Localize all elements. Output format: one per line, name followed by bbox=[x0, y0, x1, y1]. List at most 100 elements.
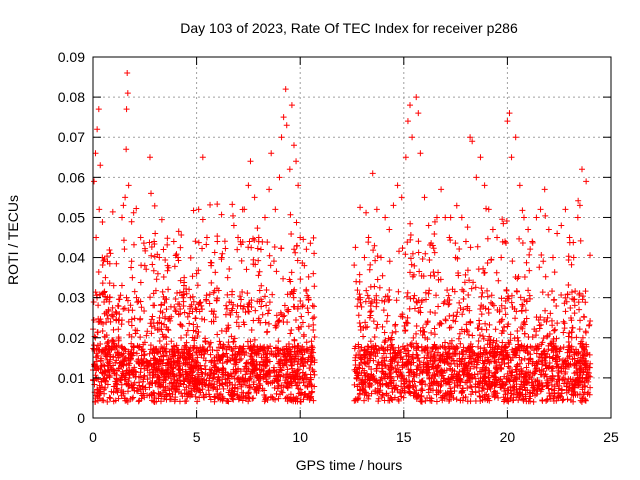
data-point bbox=[304, 305, 311, 312]
data-point bbox=[502, 343, 509, 350]
data-point bbox=[579, 351, 586, 358]
data-point bbox=[583, 351, 590, 358]
data-point bbox=[194, 371, 201, 378]
data-point bbox=[399, 364, 406, 371]
data-point bbox=[160, 246, 167, 253]
data-point bbox=[262, 319, 269, 326]
data-point bbox=[499, 339, 506, 346]
data-point bbox=[579, 334, 586, 341]
data-point bbox=[356, 320, 363, 327]
data-point bbox=[97, 291, 104, 298]
data-point bbox=[474, 381, 481, 388]
data-point bbox=[491, 373, 498, 380]
data-point bbox=[529, 239, 536, 246]
data-point bbox=[542, 307, 549, 314]
data-point bbox=[481, 269, 488, 276]
data-point bbox=[417, 327, 424, 334]
data-point bbox=[549, 373, 556, 380]
data-point bbox=[373, 206, 380, 213]
data-point bbox=[500, 220, 507, 227]
data-point bbox=[537, 321, 544, 328]
data-point bbox=[264, 310, 271, 317]
data-point bbox=[155, 363, 162, 370]
data-point bbox=[431, 325, 438, 332]
data-point bbox=[238, 383, 245, 390]
data-point bbox=[251, 336, 258, 343]
data-point bbox=[560, 375, 567, 382]
data-point bbox=[143, 332, 150, 339]
data-point bbox=[373, 368, 380, 375]
data-point bbox=[201, 316, 208, 323]
data-point bbox=[134, 299, 141, 306]
data-point bbox=[579, 296, 586, 303]
data-point bbox=[202, 370, 209, 377]
data-point bbox=[358, 356, 365, 363]
data-point bbox=[502, 311, 509, 318]
data-point bbox=[398, 353, 405, 360]
data-point bbox=[265, 307, 272, 314]
data-point bbox=[587, 360, 594, 367]
data-point bbox=[118, 321, 125, 328]
data-point bbox=[568, 334, 575, 341]
data-point bbox=[408, 261, 415, 268]
data-point bbox=[403, 360, 410, 367]
data-point bbox=[367, 300, 374, 307]
data-point bbox=[433, 214, 440, 221]
data-point bbox=[364, 292, 371, 299]
data-point bbox=[310, 321, 317, 328]
data-point bbox=[250, 317, 257, 324]
data-point bbox=[247, 375, 254, 382]
data-point bbox=[238, 381, 245, 388]
data-point bbox=[219, 250, 226, 257]
data-point bbox=[447, 393, 454, 400]
y-tick-label: 0 bbox=[77, 410, 85, 426]
data-point bbox=[311, 334, 318, 341]
data-point bbox=[116, 316, 123, 323]
data-point bbox=[434, 389, 441, 396]
data-point bbox=[115, 296, 122, 303]
data-point bbox=[90, 299, 97, 306]
data-point bbox=[420, 363, 427, 370]
data-point bbox=[481, 377, 488, 384]
data-point bbox=[529, 333, 536, 340]
data-point bbox=[243, 359, 250, 366]
data-point bbox=[543, 383, 550, 390]
data-point bbox=[484, 293, 491, 300]
data-point bbox=[169, 391, 176, 398]
data-point bbox=[152, 230, 159, 237]
data-point bbox=[453, 313, 460, 320]
data-point bbox=[435, 362, 442, 369]
data-point bbox=[160, 371, 167, 378]
data-point bbox=[141, 372, 148, 379]
data-point bbox=[382, 370, 389, 377]
data-point bbox=[217, 356, 224, 363]
data-point bbox=[389, 385, 396, 392]
data-point bbox=[219, 365, 226, 372]
data-point bbox=[559, 397, 566, 404]
x-tick-label: 0 bbox=[89, 429, 97, 445]
data-point bbox=[464, 305, 471, 312]
data-point bbox=[376, 284, 383, 291]
data-point bbox=[464, 328, 471, 335]
data-point bbox=[284, 307, 291, 314]
y-tick-label: 0.05 bbox=[58, 209, 85, 225]
data-point bbox=[148, 323, 155, 330]
data-point bbox=[446, 350, 453, 357]
data-point bbox=[144, 362, 151, 369]
data-point bbox=[580, 345, 587, 352]
data-point bbox=[430, 269, 437, 276]
data-point bbox=[219, 396, 226, 403]
data-point bbox=[411, 378, 418, 385]
data-point bbox=[123, 146, 130, 153]
data-point bbox=[137, 315, 144, 322]
data-point bbox=[117, 377, 124, 384]
data-point bbox=[351, 366, 358, 373]
data-point bbox=[526, 251, 533, 258]
data-point bbox=[481, 344, 488, 351]
data-point bbox=[557, 345, 564, 352]
data-point bbox=[518, 365, 525, 372]
data-point bbox=[233, 309, 240, 316]
data-point bbox=[166, 390, 173, 397]
data-point bbox=[250, 381, 257, 388]
data-point bbox=[383, 354, 390, 361]
